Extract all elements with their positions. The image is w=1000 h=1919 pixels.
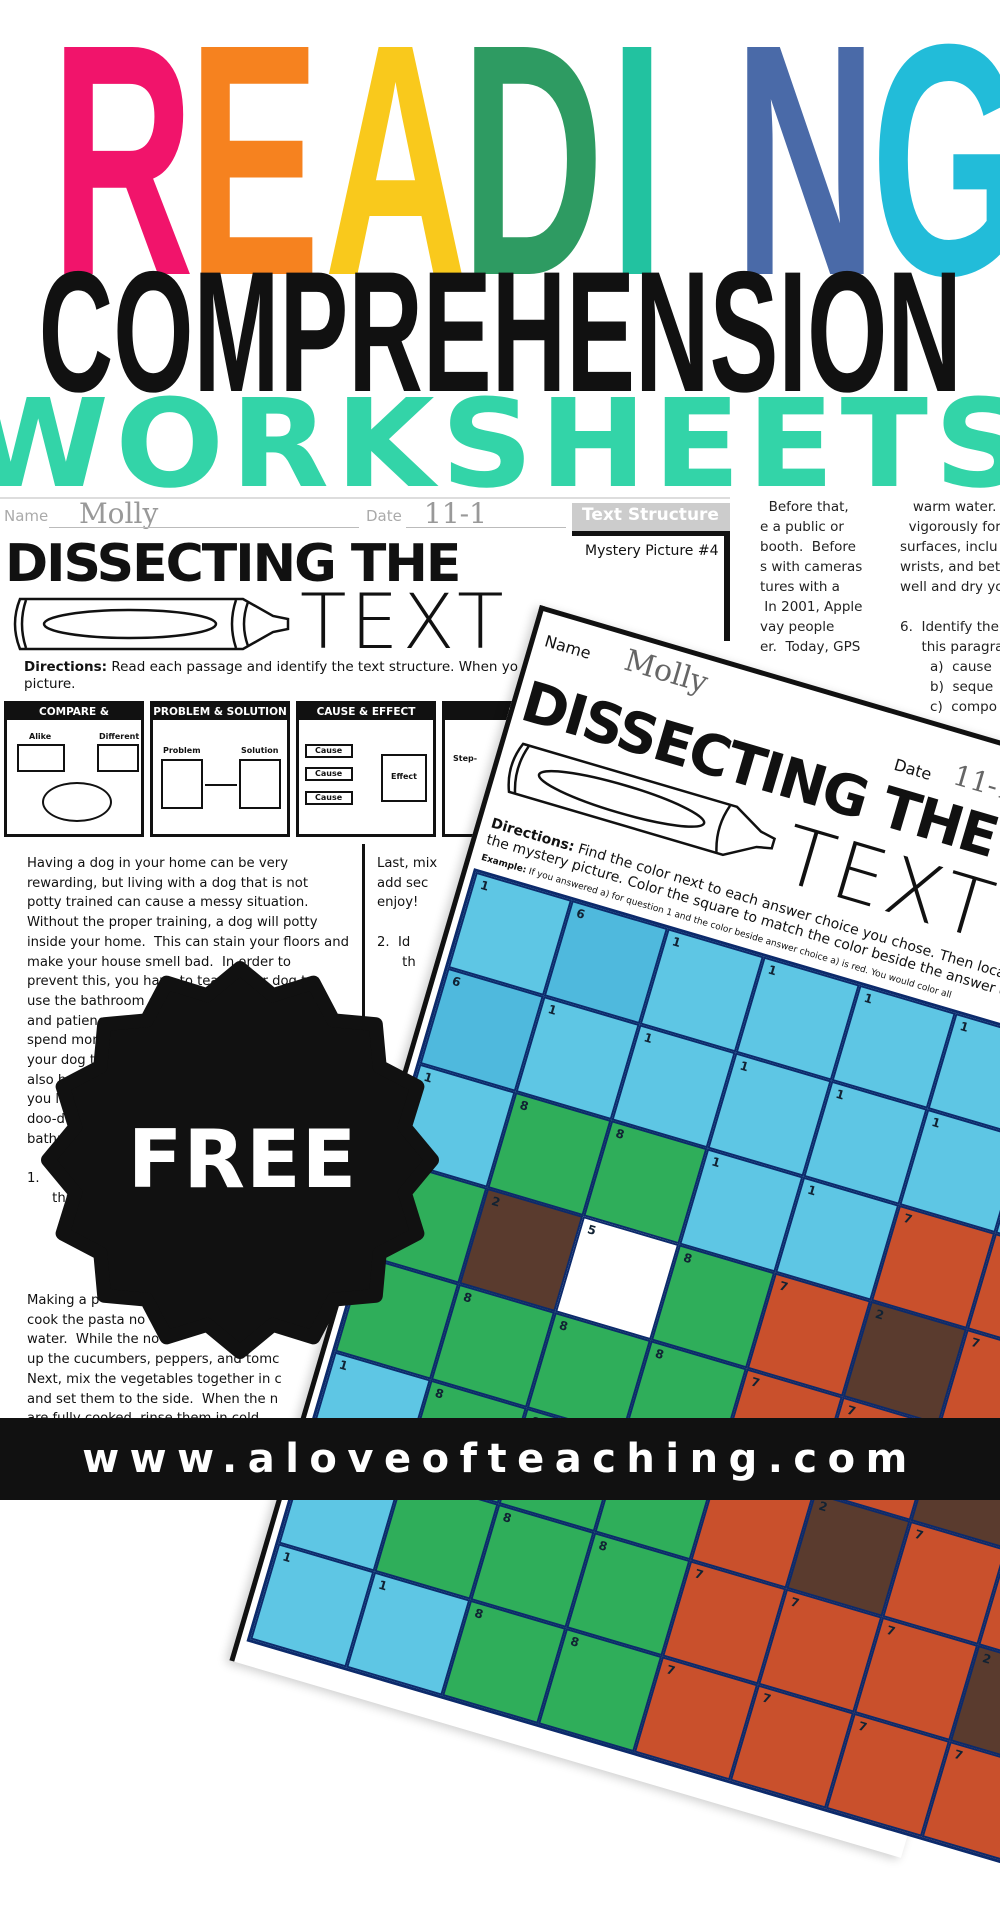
cell-number: 1 bbox=[805, 1182, 818, 1199]
cell-number: 1 bbox=[958, 1019, 971, 1035]
cell-number: 7 bbox=[664, 1662, 677, 1679]
cell-number: 8 bbox=[433, 1385, 446, 1402]
cell-number: 1 bbox=[834, 1086, 847, 1103]
worksheet-title: DISSECTING THE bbox=[5, 534, 461, 594]
cell-number: 1 bbox=[670, 934, 683, 951]
name-value: Molly bbox=[79, 497, 159, 530]
cell-number: 8 bbox=[681, 1250, 694, 1267]
cell-number: 7 bbox=[749, 1374, 762, 1391]
title-line3: WORKSHEETS bbox=[0, 373, 1000, 515]
front-name-value: Molly bbox=[620, 643, 712, 701]
passage-column2: Last, mix add sec enjoy! 2. Id th bbox=[377, 856, 438, 970]
mystery-picture-label: Mystery Picture #4 bbox=[585, 543, 719, 559]
title-letter: E bbox=[187, 0, 320, 344]
passage-pasta: Making a p cook the pasta no water. Whil… bbox=[27, 1293, 282, 1422]
cell-number: 8 bbox=[461, 1289, 474, 1306]
cell-number: 6 bbox=[574, 906, 587, 922]
cell-number: 7 bbox=[692, 1566, 705, 1583]
cell-number: 1 bbox=[709, 1154, 722, 1171]
cell-number: 1 bbox=[930, 1115, 943, 1131]
worksheet-title-text: TEXT bbox=[300, 577, 508, 666]
title-line2: COMPREHENSION bbox=[38, 236, 962, 428]
cell-number: 7 bbox=[884, 1622, 897, 1639]
crayon-icon bbox=[13, 597, 290, 651]
starburst-badge bbox=[41, 961, 439, 1359]
cell-number: 7 bbox=[952, 1747, 965, 1763]
cell-number: 2 bbox=[817, 1498, 830, 1515]
title-letter: R bbox=[51, 0, 194, 344]
crayon-icon bbox=[507, 742, 777, 857]
cell-number: 7 bbox=[788, 1594, 801, 1611]
cell-number: 1 bbox=[862, 990, 875, 1007]
cell-number: 1 bbox=[376, 1577, 389, 1594]
front-worksheet: Name Molly Date 11-1 DISSECTING THE TEXT… bbox=[229, 605, 1000, 1898]
cell-number: 1 bbox=[281, 1549, 293, 1566]
problem-solution-box: PROBLEM & SOLUTION Problem Solution bbox=[150, 701, 290, 837]
cell-number: 1 bbox=[546, 1002, 559, 1018]
title-letter: G bbox=[871, 0, 1000, 325]
title-letter: A bbox=[324, 0, 468, 344]
title-letter: D bbox=[460, 0, 604, 344]
cell-number: 7 bbox=[777, 1278, 790, 1295]
title-comprehension: COMPREHENSION bbox=[0, 236, 1000, 428]
date-value: 11-1 bbox=[424, 497, 487, 530]
cell-number: 8 bbox=[501, 1509, 514, 1526]
cell-number: 7 bbox=[856, 1718, 869, 1735]
title-worksheets: WORKSHEETS bbox=[0, 373, 1000, 515]
cell-number: 6 bbox=[450, 973, 463, 990]
cell-number: 7 bbox=[969, 1335, 982, 1351]
cell-number: 1 bbox=[478, 877, 491, 894]
cell-number: 2 bbox=[873, 1306, 886, 1323]
right-snippet-2: warm water. vigorously for surfaces, inc… bbox=[900, 499, 1000, 715]
text-structure-badge: Text Structure bbox=[572, 503, 730, 531]
cell-number: 8 bbox=[653, 1346, 666, 1363]
title-letter: N bbox=[734, 0, 878, 344]
passage-dog: Having a dog in your home can be very re… bbox=[27, 856, 349, 1206]
cell-number: 7 bbox=[913, 1526, 926, 1543]
footer-url: www.aloveofteaching.com bbox=[0, 1418, 1000, 1500]
cell-number: 8 bbox=[614, 1126, 627, 1143]
free-label: FREE bbox=[127, 1113, 358, 1206]
title-letter: I bbox=[609, 0, 665, 344]
cell-number: 8 bbox=[597, 1538, 610, 1554]
cell-number: 1 bbox=[766, 962, 779, 979]
compare-contrast-box: COMPARE & CONTRAST Alike Different bbox=[4, 701, 144, 837]
date-label: Date bbox=[366, 507, 402, 525]
name-row: Name Molly Date 11-1 bbox=[4, 499, 566, 530]
cell-number: 7 bbox=[845, 1402, 858, 1419]
cell-number: 7 bbox=[901, 1210, 914, 1227]
cause-effect-box: CAUSE & EFFECT Cause Cause Cause Effect bbox=[296, 701, 436, 837]
cell-number: 1 bbox=[738, 1058, 751, 1075]
cell-number: 8 bbox=[518, 1097, 531, 1114]
cell-number: 8 bbox=[472, 1605, 485, 1622]
front-name-label: Name bbox=[542, 631, 594, 663]
cell-number: 1 bbox=[642, 1030, 655, 1047]
right-snippet-1: Before that, e a public or booth. Before… bbox=[760, 499, 863, 655]
cell-number: 8 bbox=[557, 1318, 570, 1334]
cell-number: 8 bbox=[568, 1634, 581, 1650]
cell-number: 7 bbox=[760, 1690, 773, 1707]
title-reading: READING bbox=[25, 0, 1000, 344]
name-label: Name bbox=[4, 507, 49, 525]
cell-number: 2 bbox=[489, 1193, 502, 1210]
cell-number: 2 bbox=[980, 1651, 993, 1667]
cell-number: 5 bbox=[585, 1222, 598, 1238]
